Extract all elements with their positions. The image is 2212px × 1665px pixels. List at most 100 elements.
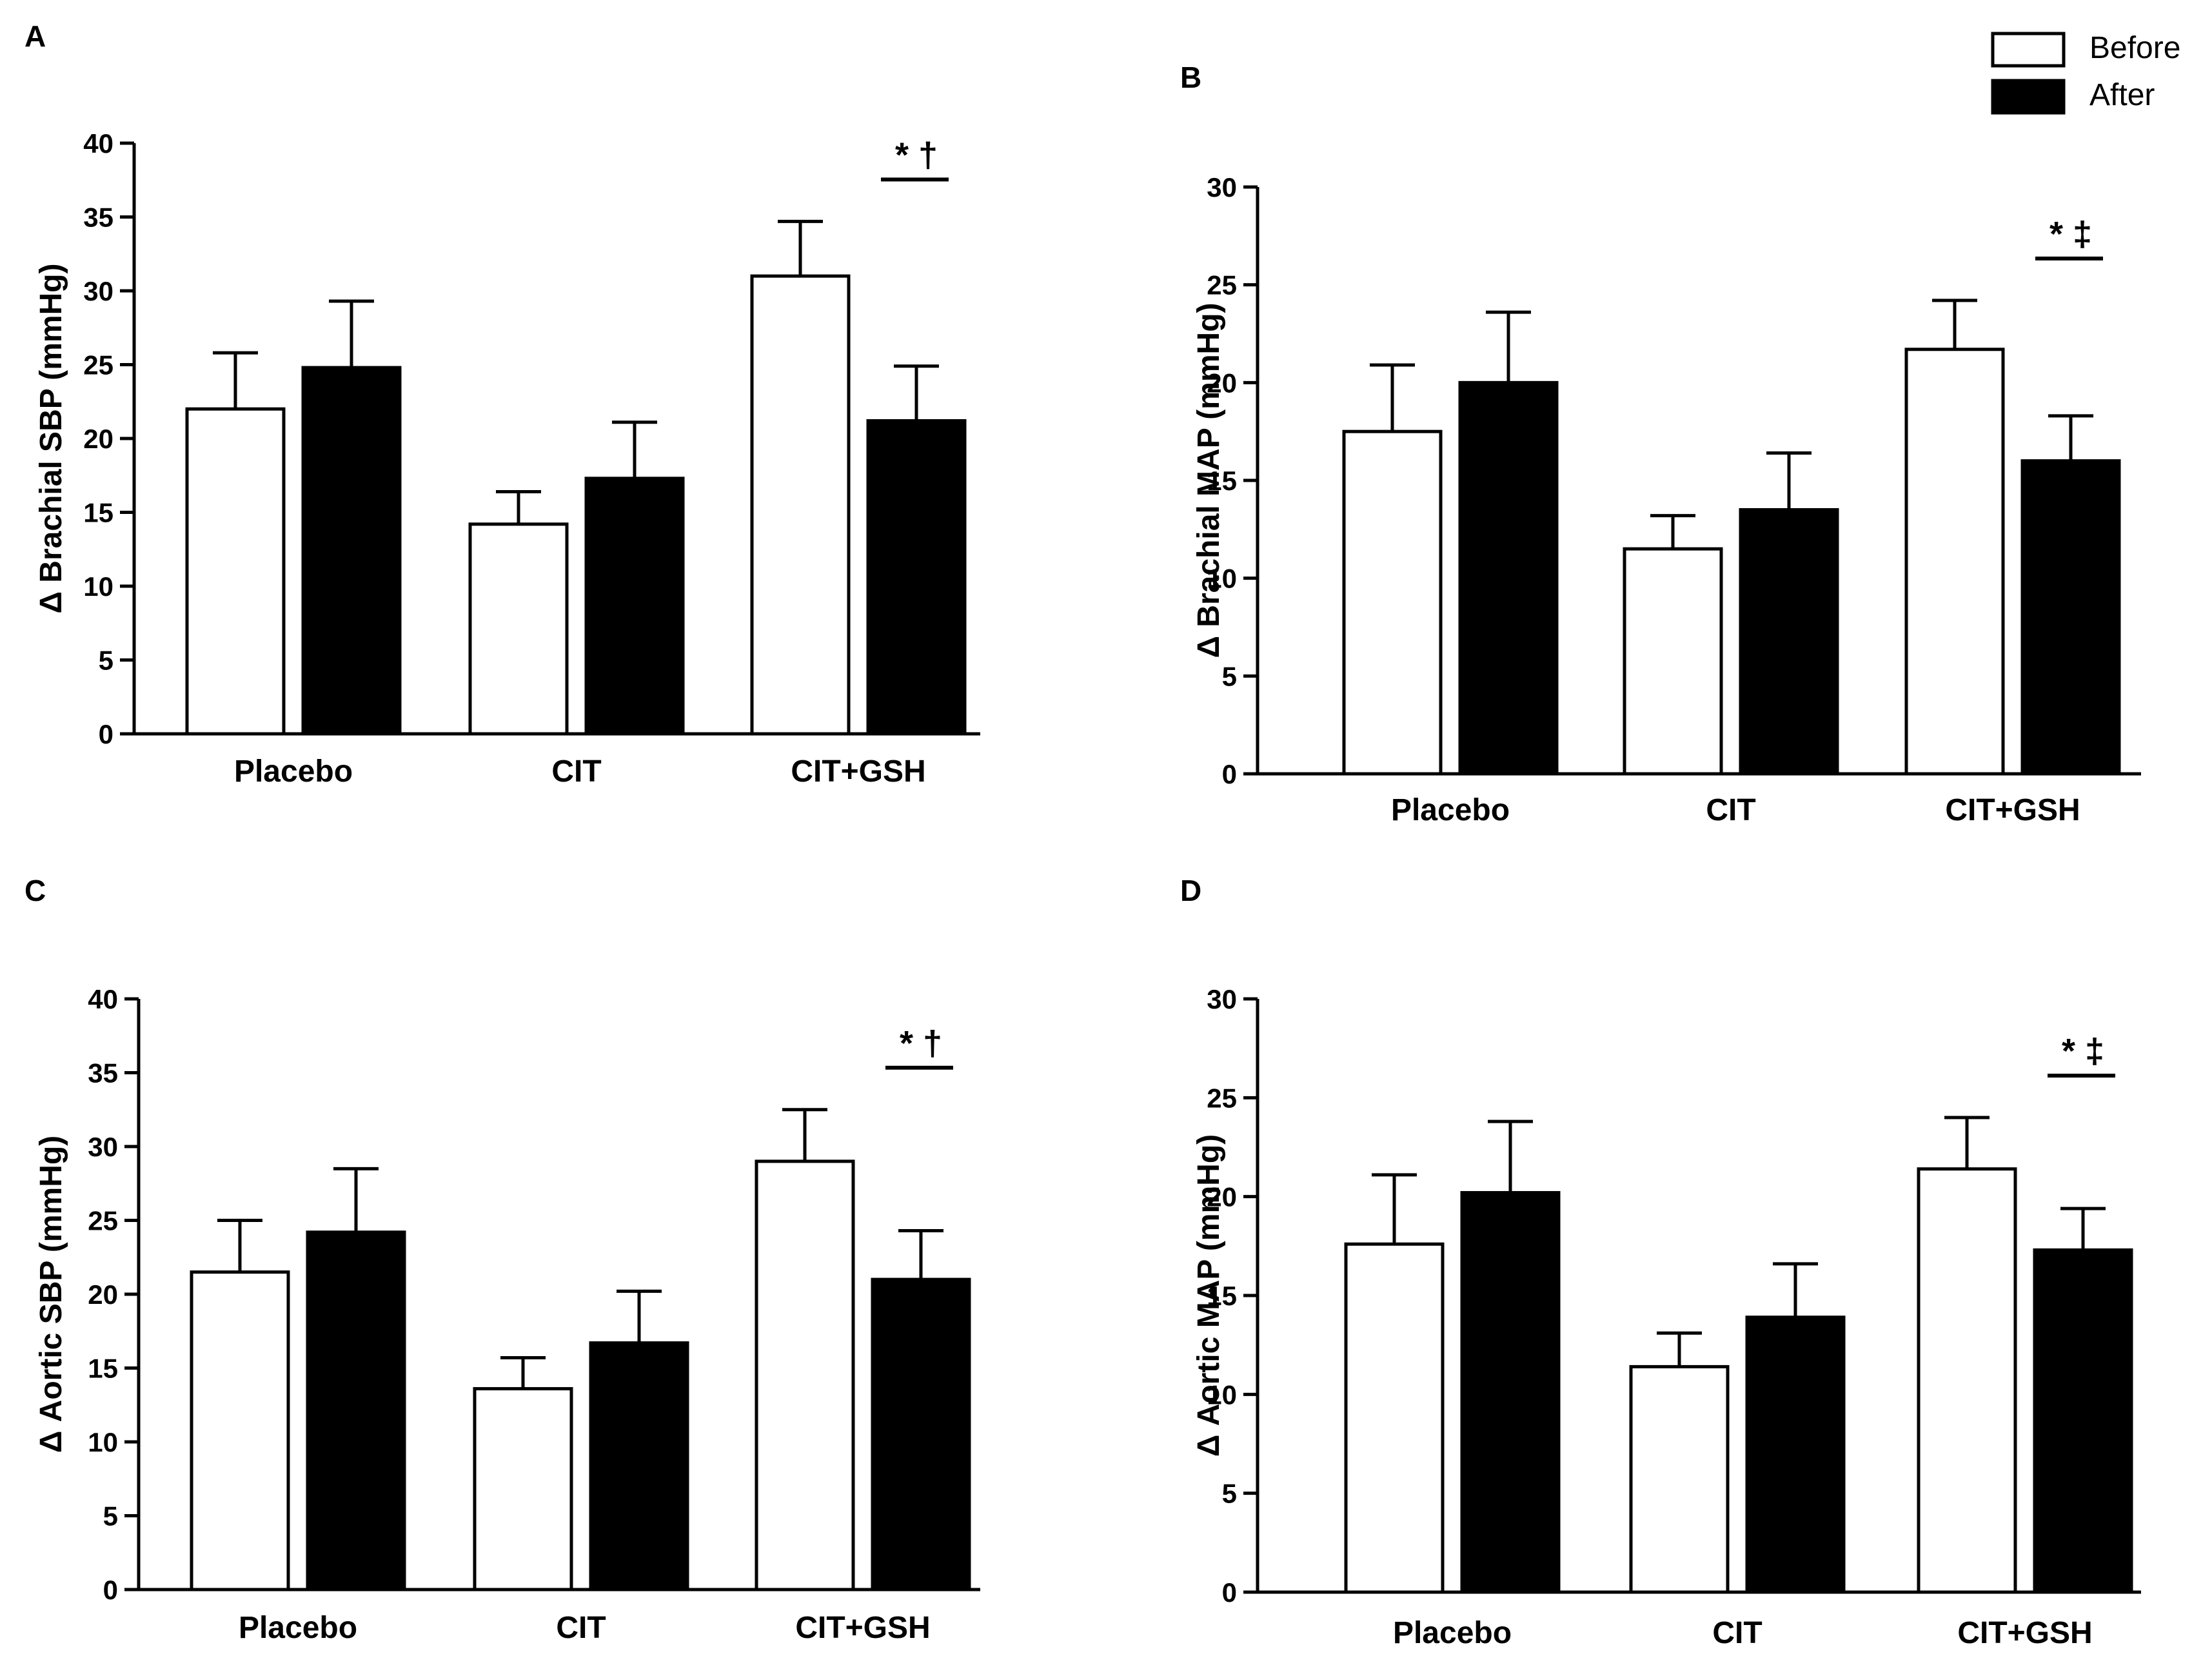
y-tick-label: 15 (1207, 466, 1237, 496)
bar-before (468, 522, 569, 736)
y-tick-label: 15 (83, 498, 114, 528)
y-tick-label: 20 (88, 1279, 118, 1310)
legend-swatch-after (1991, 79, 2066, 115)
bar-after (1460, 1191, 1561, 1594)
category-label: Placebo (1391, 793, 1510, 827)
panel-label: C (25, 874, 46, 907)
bar-after (1739, 508, 1839, 776)
panel-c: C 0 5 10 15 20 25 30 35 40 Δ Aortic SBP (mmHg) Plac… (25, 874, 980, 1645)
y-tick-label: 10 (83, 571, 114, 602)
bar-group (1342, 310, 1559, 776)
y-tick-label: 5 (99, 645, 114, 676)
bar-after (871, 1277, 971, 1591)
y-tick-label: 30 (1207, 984, 1237, 1014)
y-tick-label: 15 (1207, 1281, 1237, 1311)
bar-after (1745, 1315, 1846, 1594)
y-tick-label: 0 (103, 1575, 118, 1605)
legend-swatch-before (1991, 32, 2066, 68)
panel-label: B (1180, 61, 1201, 94)
bar-after (301, 366, 402, 736)
y-tick-label: 30 (83, 276, 114, 306)
bar-before (1623, 547, 1723, 776)
y-tick-label: 0 (99, 719, 114, 749)
y-tick-label: 25 (83, 350, 114, 380)
y-tick-label: 5 (1222, 1479, 1237, 1509)
category-label: Placebo (234, 754, 353, 789)
category-label: Placebo (239, 1611, 357, 1645)
y-axis-title: Δ Brachial MAP (mmHg) (1192, 302, 1226, 658)
bar-group (185, 299, 402, 736)
panel-a: A 0 5 10 15 20 25 30 35 40 Δ Brachial SBP (mmHg) Pl… (25, 19, 980, 789)
bar-before (190, 1270, 290, 1591)
bar-group (1344, 1119, 1561, 1594)
panel-b: B 0 5 10 15 20 25 30 Δ Brachial MAP (mmHg) Placeb… (1180, 61, 2141, 827)
category-label: CIT (1706, 793, 1755, 827)
bar-after (584, 477, 685, 736)
bar-group (468, 420, 685, 736)
y-tick-label: 10 (88, 1427, 118, 1457)
bar-after (2020, 459, 2121, 776)
panel-label: A (25, 19, 46, 53)
bar-before (1904, 348, 2005, 776)
y-tick-label: 35 (83, 202, 114, 233)
y-tick-label: 30 (88, 1132, 118, 1162)
bar-after (2033, 1248, 2133, 1594)
y-tick-label: 25 (88, 1206, 118, 1236)
bar-group (1629, 1262, 1846, 1594)
panel-d: D 0 5 10 15 20 25 30 Δ Aortic MAP (mmHg) Placebo C… (1180, 874, 2141, 1650)
significance-marker: * † (900, 1024, 942, 1063)
category-label: CIT+GSH (795, 1611, 930, 1645)
y-axis-title: Δ Aortic SBP (mmHg) (34, 1136, 68, 1453)
y-tick-label: 30 (1207, 172, 1237, 202)
bar-after (1458, 380, 1559, 776)
y-tick-label: 20 (83, 424, 114, 454)
bar-before (750, 274, 851, 736)
significance-marker: * † (895, 135, 938, 174)
category-label: CIT (551, 754, 601, 789)
y-tick-label: 10 (1207, 564, 1237, 594)
bar-after (866, 419, 967, 736)
bar-before (1917, 1167, 2017, 1594)
y-tick-label: 0 (1222, 759, 1237, 789)
bar-group (1623, 451, 1839, 776)
category-label: Placebo (1393, 1616, 1512, 1650)
category-label: CIT+GSH (1945, 793, 2080, 827)
category-label: CIT+GSH (791, 754, 925, 789)
bar-before (1342, 429, 1443, 776)
y-tick-label: 15 (88, 1354, 118, 1384)
bar-group (190, 1167, 406, 1591)
bar-group (473, 1289, 689, 1591)
bar-group (755, 1108, 971, 1591)
y-tick-label: 20 (1207, 1182, 1237, 1212)
legend-label-after: After (2089, 78, 2155, 112)
bar-group (1917, 1116, 2133, 1594)
y-tick-label: 40 (88, 984, 118, 1014)
bar-after (589, 1341, 689, 1591)
bar-before (185, 407, 286, 736)
panel-label: D (1180, 874, 1201, 907)
bar-group (750, 219, 967, 736)
y-axis-title: Δ Brachial SBP (mmHg) (34, 263, 68, 613)
y-tick-label: 0 (1222, 1577, 1237, 1608)
y-axis-title: Δ Aortic MAP (mmHg) (1192, 1134, 1226, 1457)
bar-before (1344, 1242, 1445, 1594)
bar-before (755, 1159, 855, 1591)
y-tick-label: 40 (83, 128, 114, 159)
y-tick-label: 25 (1207, 1083, 1237, 1113)
significance-marker: * ‡ (2049, 215, 2092, 253)
y-tick-label: 35 (88, 1058, 118, 1089)
significance-marker: * ‡ (2062, 1032, 2104, 1070)
legend-label-before: Before (2089, 31, 2180, 65)
category-label: CIT (556, 1611, 606, 1645)
bar-group (1904, 299, 2121, 776)
bar-before (1629, 1365, 1730, 1594)
y-tick-label: 25 (1207, 270, 1237, 300)
y-tick-label: 5 (1222, 661, 1237, 691)
y-tick-label: 10 (1207, 1379, 1237, 1410)
legend: Before After (1991, 31, 2180, 115)
bar-before (473, 1387, 573, 1591)
bar-after (306, 1230, 406, 1591)
y-tick-label: 5 (103, 1501, 118, 1532)
y-tick-label: 20 (1207, 368, 1237, 398)
category-label: CIT+GSH (1957, 1616, 2092, 1650)
